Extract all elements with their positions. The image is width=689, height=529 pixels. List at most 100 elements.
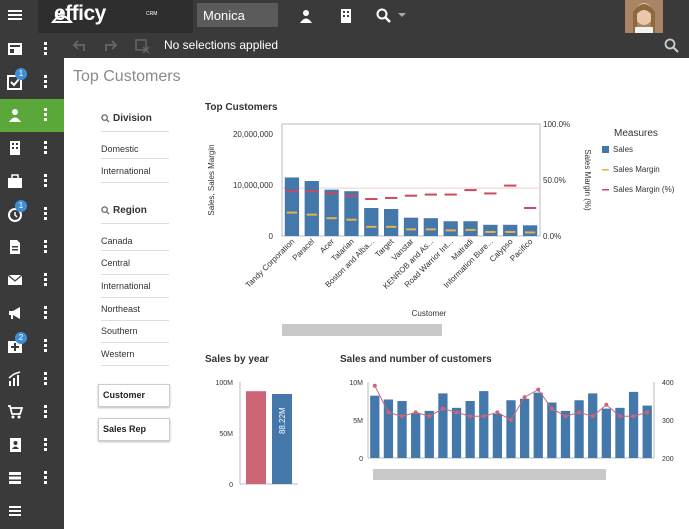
bar-sales [465, 401, 475, 458]
bar-sales [423, 218, 438, 236]
bar-sales [628, 391, 639, 458]
building-icon [10, 141, 20, 155]
bar-sales [492, 413, 503, 458]
filter-value[interactable]: Northeast [101, 304, 169, 321]
contacts-icon[interactable] [298, 8, 314, 24]
building-icon[interactable] [338, 8, 354, 24]
user-selector[interactable]: Monica [197, 3, 278, 27]
marker-sales-margin [465, 228, 476, 231]
more-icon[interactable] [44, 207, 48, 221]
more-icon[interactable] [44, 141, 48, 155]
top-customers-chart[interactable]: 20,000,000 10,000,000 0 100.0% 50.0% 0.0% Sale… [200, 118, 689, 348]
filter-value[interactable]: Domestic [101, 131, 169, 159]
step-forward-icon[interactable] [102, 38, 118, 54]
customer-button[interactable]: Customer [98, 384, 170, 407]
legend-title: Measures [614, 128, 658, 139]
avatar[interactable] [625, 0, 663, 33]
more-icon[interactable] [44, 174, 48, 188]
marker-sales-margin [524, 231, 536, 234]
region-filter-title: Region [113, 205, 147, 216]
filter-value[interactable]: Canada [101, 223, 169, 251]
y-tick-label: 10M [349, 380, 363, 387]
more-icon[interactable] [44, 240, 48, 254]
point-customers [440, 406, 445, 411]
bar-sales [284, 177, 300, 236]
y2-tick-label: 100.0% [543, 120, 570, 129]
sales-by-year-chart[interactable]: 100M 50M 0 88.22M [200, 370, 330, 495]
person-icon [9, 109, 21, 122]
sidebar-item-products[interactable] [0, 396, 64, 429]
filter-value[interactable]: International [101, 281, 169, 298]
search-icon[interactable] [376, 8, 392, 24]
sidebar-item-contacts[interactable] [0, 99, 64, 132]
sidebar-item-companies[interactable] [0, 132, 64, 165]
division-filter-title: Division [113, 113, 152, 124]
filter-value[interactable]: Western [101, 349, 169, 366]
document-icon [10, 240, 20, 254]
bar-sales [479, 391, 489, 458]
sidebar-item-contacts-book[interactable] [0, 429, 64, 462]
more-icon[interactable] [44, 372, 48, 386]
filter-value[interactable]: Central [101, 258, 169, 275]
bar-sales [451, 407, 462, 458]
marker-sales-margin [505, 230, 516, 233]
more-icon[interactable] [44, 405, 48, 419]
sidebar-item-documents[interactable] [0, 231, 64, 264]
y-tick-label: 100M [215, 380, 233, 387]
marker-sales-margin [326, 217, 337, 220]
point-customers [563, 414, 568, 419]
legend-label: Sales Margin [613, 165, 660, 174]
point-customers [509, 418, 513, 422]
sidebar-item-more[interactable] [0, 495, 64, 528]
more-icon[interactable] [44, 75, 48, 89]
y2-tick-label: 50.0% [543, 176, 566, 185]
sidebar-item-opportunities[interactable] [0, 165, 64, 198]
more-icon[interactable] [44, 471, 48, 485]
briefcase-icon [8, 174, 22, 188]
marker-margin-pct [444, 193, 457, 196]
marker-margin-pct [464, 189, 477, 192]
point-customers [413, 410, 418, 415]
point-customers [427, 414, 432, 419]
point-customers [604, 402, 609, 407]
filter-value[interactable]: International [101, 166, 169, 183]
sidebar-item-campaigns[interactable] [0, 297, 64, 330]
point-customers [617, 414, 622, 419]
chevron-down-icon[interactable] [398, 11, 406, 19]
more-icon[interactable] [44, 273, 48, 287]
marker-margin-pct [305, 190, 318, 193]
sidebar-item-add[interactable]: 2 [0, 330, 64, 363]
more-icon[interactable] [44, 339, 48, 353]
y-tick-label: 0 [229, 482, 233, 489]
filter-value[interactable]: Southern [101, 326, 169, 343]
sidebar-item-tasks[interactable]: 1 [0, 66, 64, 99]
search-icon [101, 206, 110, 215]
more-icon[interactable] [44, 306, 48, 320]
sidebar-item-database[interactable] [0, 462, 64, 495]
step-back-icon[interactable] [72, 38, 88, 54]
bar-sales [364, 208, 379, 236]
sidebar-item-mail[interactable] [0, 264, 64, 297]
sidebar-item-reports[interactable] [0, 363, 64, 396]
more-icon[interactable] [44, 42, 48, 56]
more-icon[interactable] [44, 108, 48, 122]
clear-selections-icon[interactable] [134, 38, 150, 54]
bar-sales [344, 191, 359, 236]
y2-axis-title: Sales Margin (%) [583, 149, 592, 211]
bar-sales [503, 224, 518, 236]
sidebar-item-dashboard[interactable] [0, 33, 64, 66]
sales-rep-button[interactable]: Sales Rep [98, 418, 170, 441]
y-tick-label: 0 [359, 456, 363, 463]
marker-margin-pct [424, 193, 437, 196]
sales-customers-chart[interactable]: 10M 5M 0 400 300 200 [336, 370, 686, 485]
hamburger-menu-icon[interactable] [7, 7, 23, 23]
marker-margin-pct [325, 192, 338, 195]
search-icon[interactable] [664, 38, 680, 54]
sidebar-item-history[interactable]: 1 [0, 198, 64, 231]
logo[interactable] [38, 0, 193, 33]
legend-label: Sales [613, 145, 633, 154]
x-axis-title: Customer [412, 309, 447, 318]
point-customers [645, 410, 650, 415]
more-icon[interactable] [44, 438, 48, 452]
bar-sales [601, 408, 611, 458]
